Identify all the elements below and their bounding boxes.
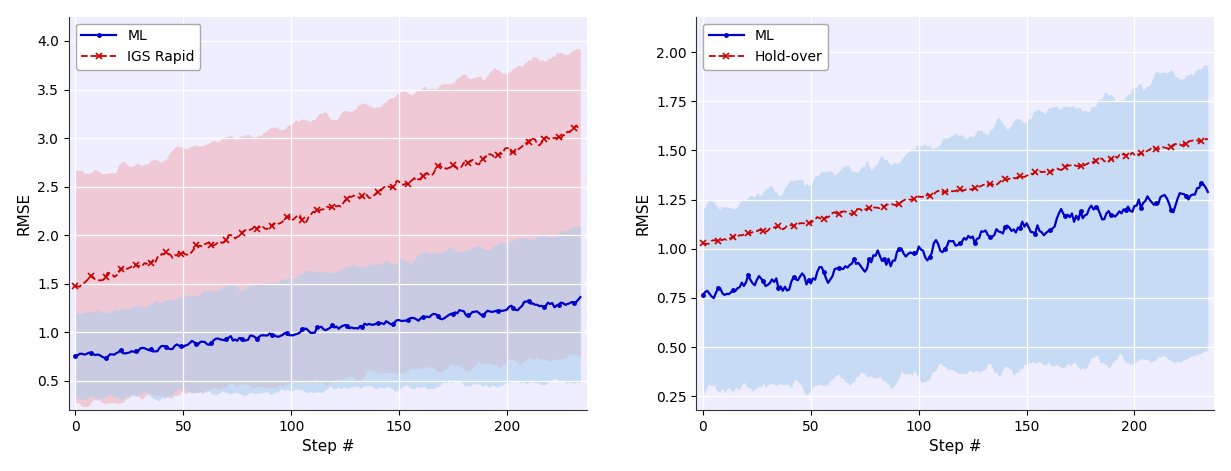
Hold-over (982, 181, 997, 187)
Hold-over (1200, 136, 1215, 142)
Hold-over (890, 201, 905, 207)
IGS Rapid (73, 284, 87, 290)
ML (707, 295, 721, 301)
Hold-over (836, 209, 851, 214)
ML (836, 266, 851, 272)
IGS Rapid (262, 223, 277, 229)
ML (497, 308, 512, 313)
IGS Rapid (497, 146, 512, 152)
ML (982, 234, 997, 240)
ML (68, 353, 82, 358)
X-axis label: Step #: Step # (302, 439, 355, 455)
Hold-over (719, 237, 734, 243)
ML (98, 355, 113, 361)
ML (890, 249, 905, 254)
IGS Rapid (471, 162, 486, 167)
IGS Rapid (572, 125, 587, 131)
Hold-over (696, 240, 710, 246)
Hold-over (1099, 159, 1114, 164)
ML (1125, 209, 1140, 215)
X-axis label: Step #: Step # (929, 439, 981, 455)
ML (572, 294, 587, 300)
Hold-over (1198, 136, 1213, 142)
IGS Rapid (355, 194, 369, 199)
IGS Rapid (68, 284, 82, 289)
ML (1194, 180, 1209, 186)
Legend: ML, IGS Rapid: ML, IGS Rapid (76, 24, 201, 70)
ML (355, 324, 369, 330)
IGS Rapid (208, 242, 223, 247)
Hold-over (1125, 150, 1140, 155)
ML (1099, 211, 1114, 216)
ML (471, 310, 486, 316)
ML (1200, 189, 1215, 195)
ML (90, 352, 105, 357)
Line: ML: ML (74, 295, 582, 360)
Legend: ML, Hold-over: ML, Hold-over (703, 24, 828, 70)
Line: IGS Rapid: IGS Rapid (73, 123, 583, 290)
ML (719, 291, 734, 297)
ML (696, 292, 710, 298)
ML (208, 336, 223, 341)
IGS Rapid (92, 277, 107, 283)
Line: Hold-over: Hold-over (700, 136, 1210, 247)
IGS Rapid (569, 123, 583, 129)
Y-axis label: RMSE: RMSE (635, 192, 650, 235)
Hold-over (698, 241, 713, 247)
Line: ML: ML (702, 181, 1210, 300)
Y-axis label: RMSE: RMSE (17, 192, 32, 235)
ML (262, 331, 277, 336)
